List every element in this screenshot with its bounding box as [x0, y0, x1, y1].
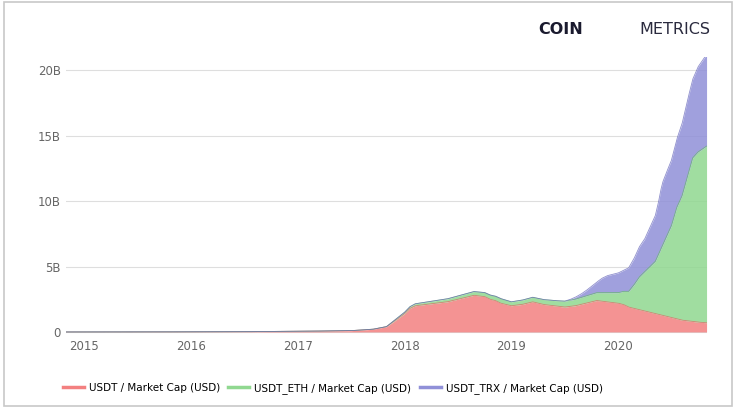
Text: COIN: COIN [538, 22, 583, 38]
Text: METRICS: METRICS [640, 22, 710, 38]
Legend: USDT / Market Cap (USD), USDT_ETH / Market Cap (USD), USDT_TRX / Market Cap (USD: USDT / Market Cap (USD), USDT_ETH / Mark… [59, 379, 607, 398]
